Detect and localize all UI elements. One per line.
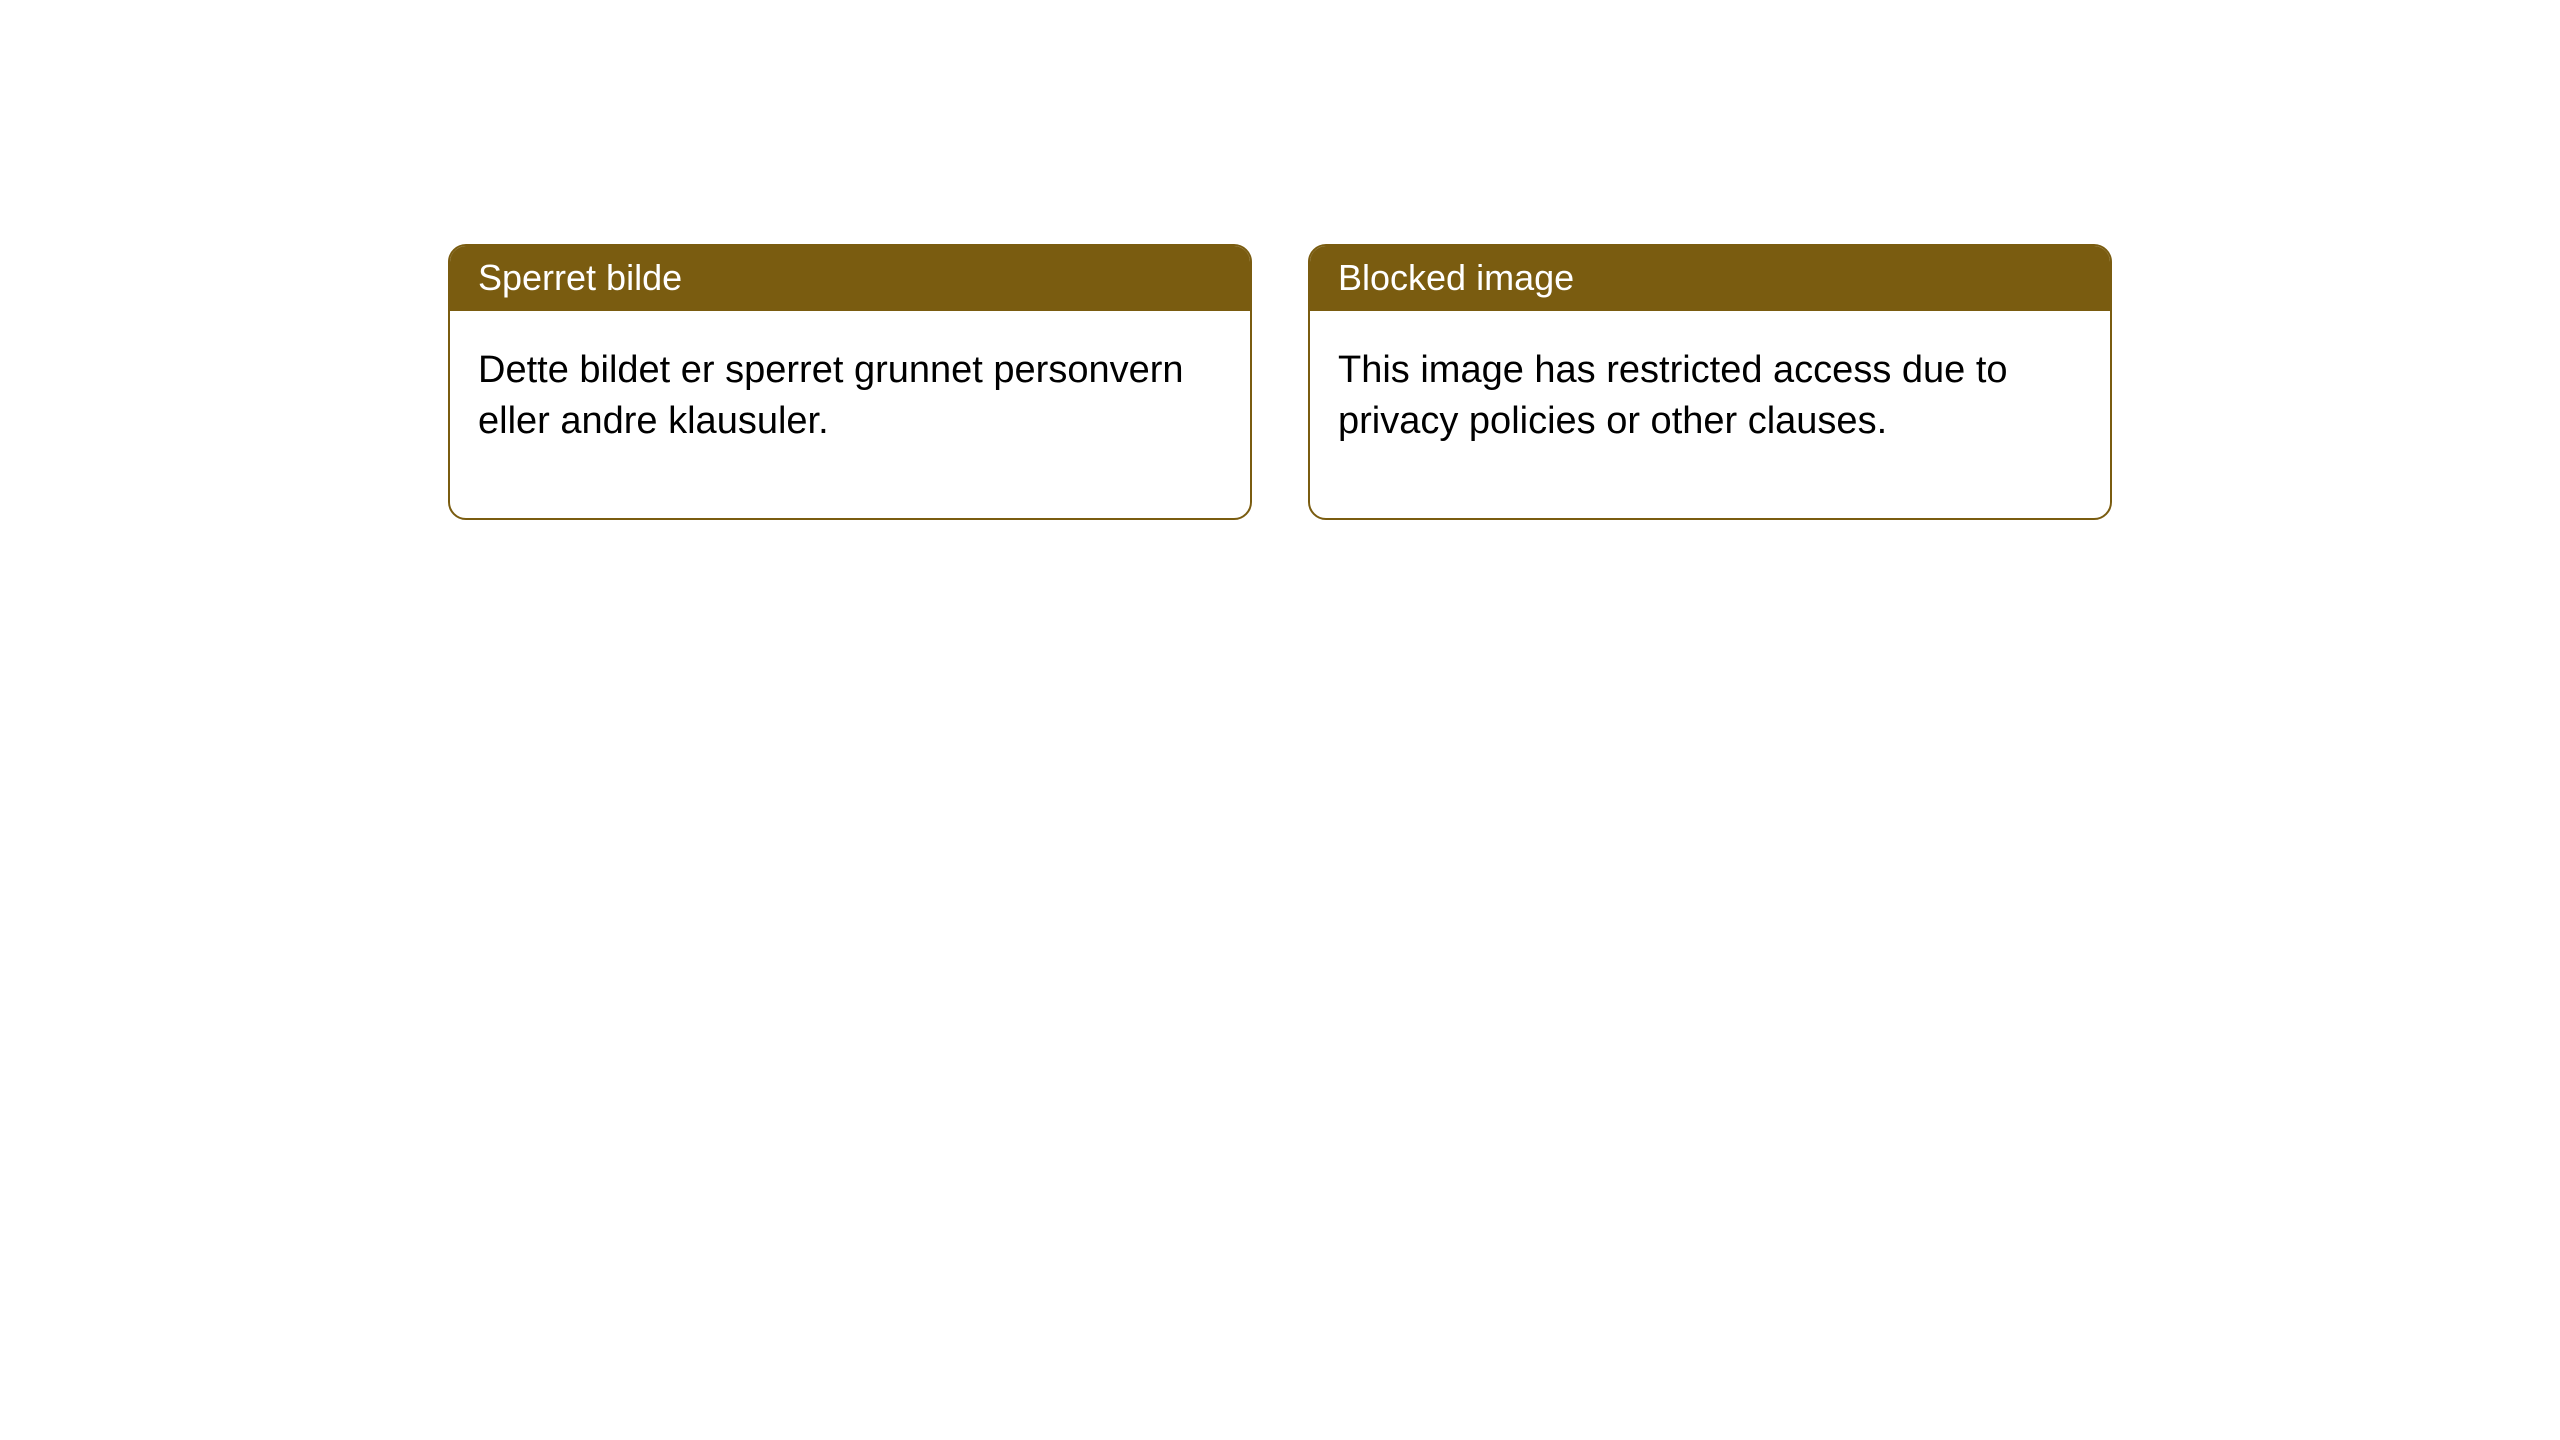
notice-container: Sperret bilde Dette bildet er sperret gr… [0,0,2560,520]
notice-text: This image has restricted access due to … [1338,345,2082,448]
notice-card-english: Blocked image This image has restricted … [1308,244,2112,520]
notice-title: Sperret bilde [478,257,682,298]
notice-body: Dette bildet er sperret grunnet personve… [450,311,1250,518]
notice-body: This image has restricted access due to … [1310,311,2110,518]
notice-header: Sperret bilde [450,246,1250,311]
notice-card-norwegian: Sperret bilde Dette bildet er sperret gr… [448,244,1252,520]
notice-title: Blocked image [1338,257,1574,298]
notice-text: Dette bildet er sperret grunnet personve… [478,345,1222,448]
notice-header: Blocked image [1310,246,2110,311]
